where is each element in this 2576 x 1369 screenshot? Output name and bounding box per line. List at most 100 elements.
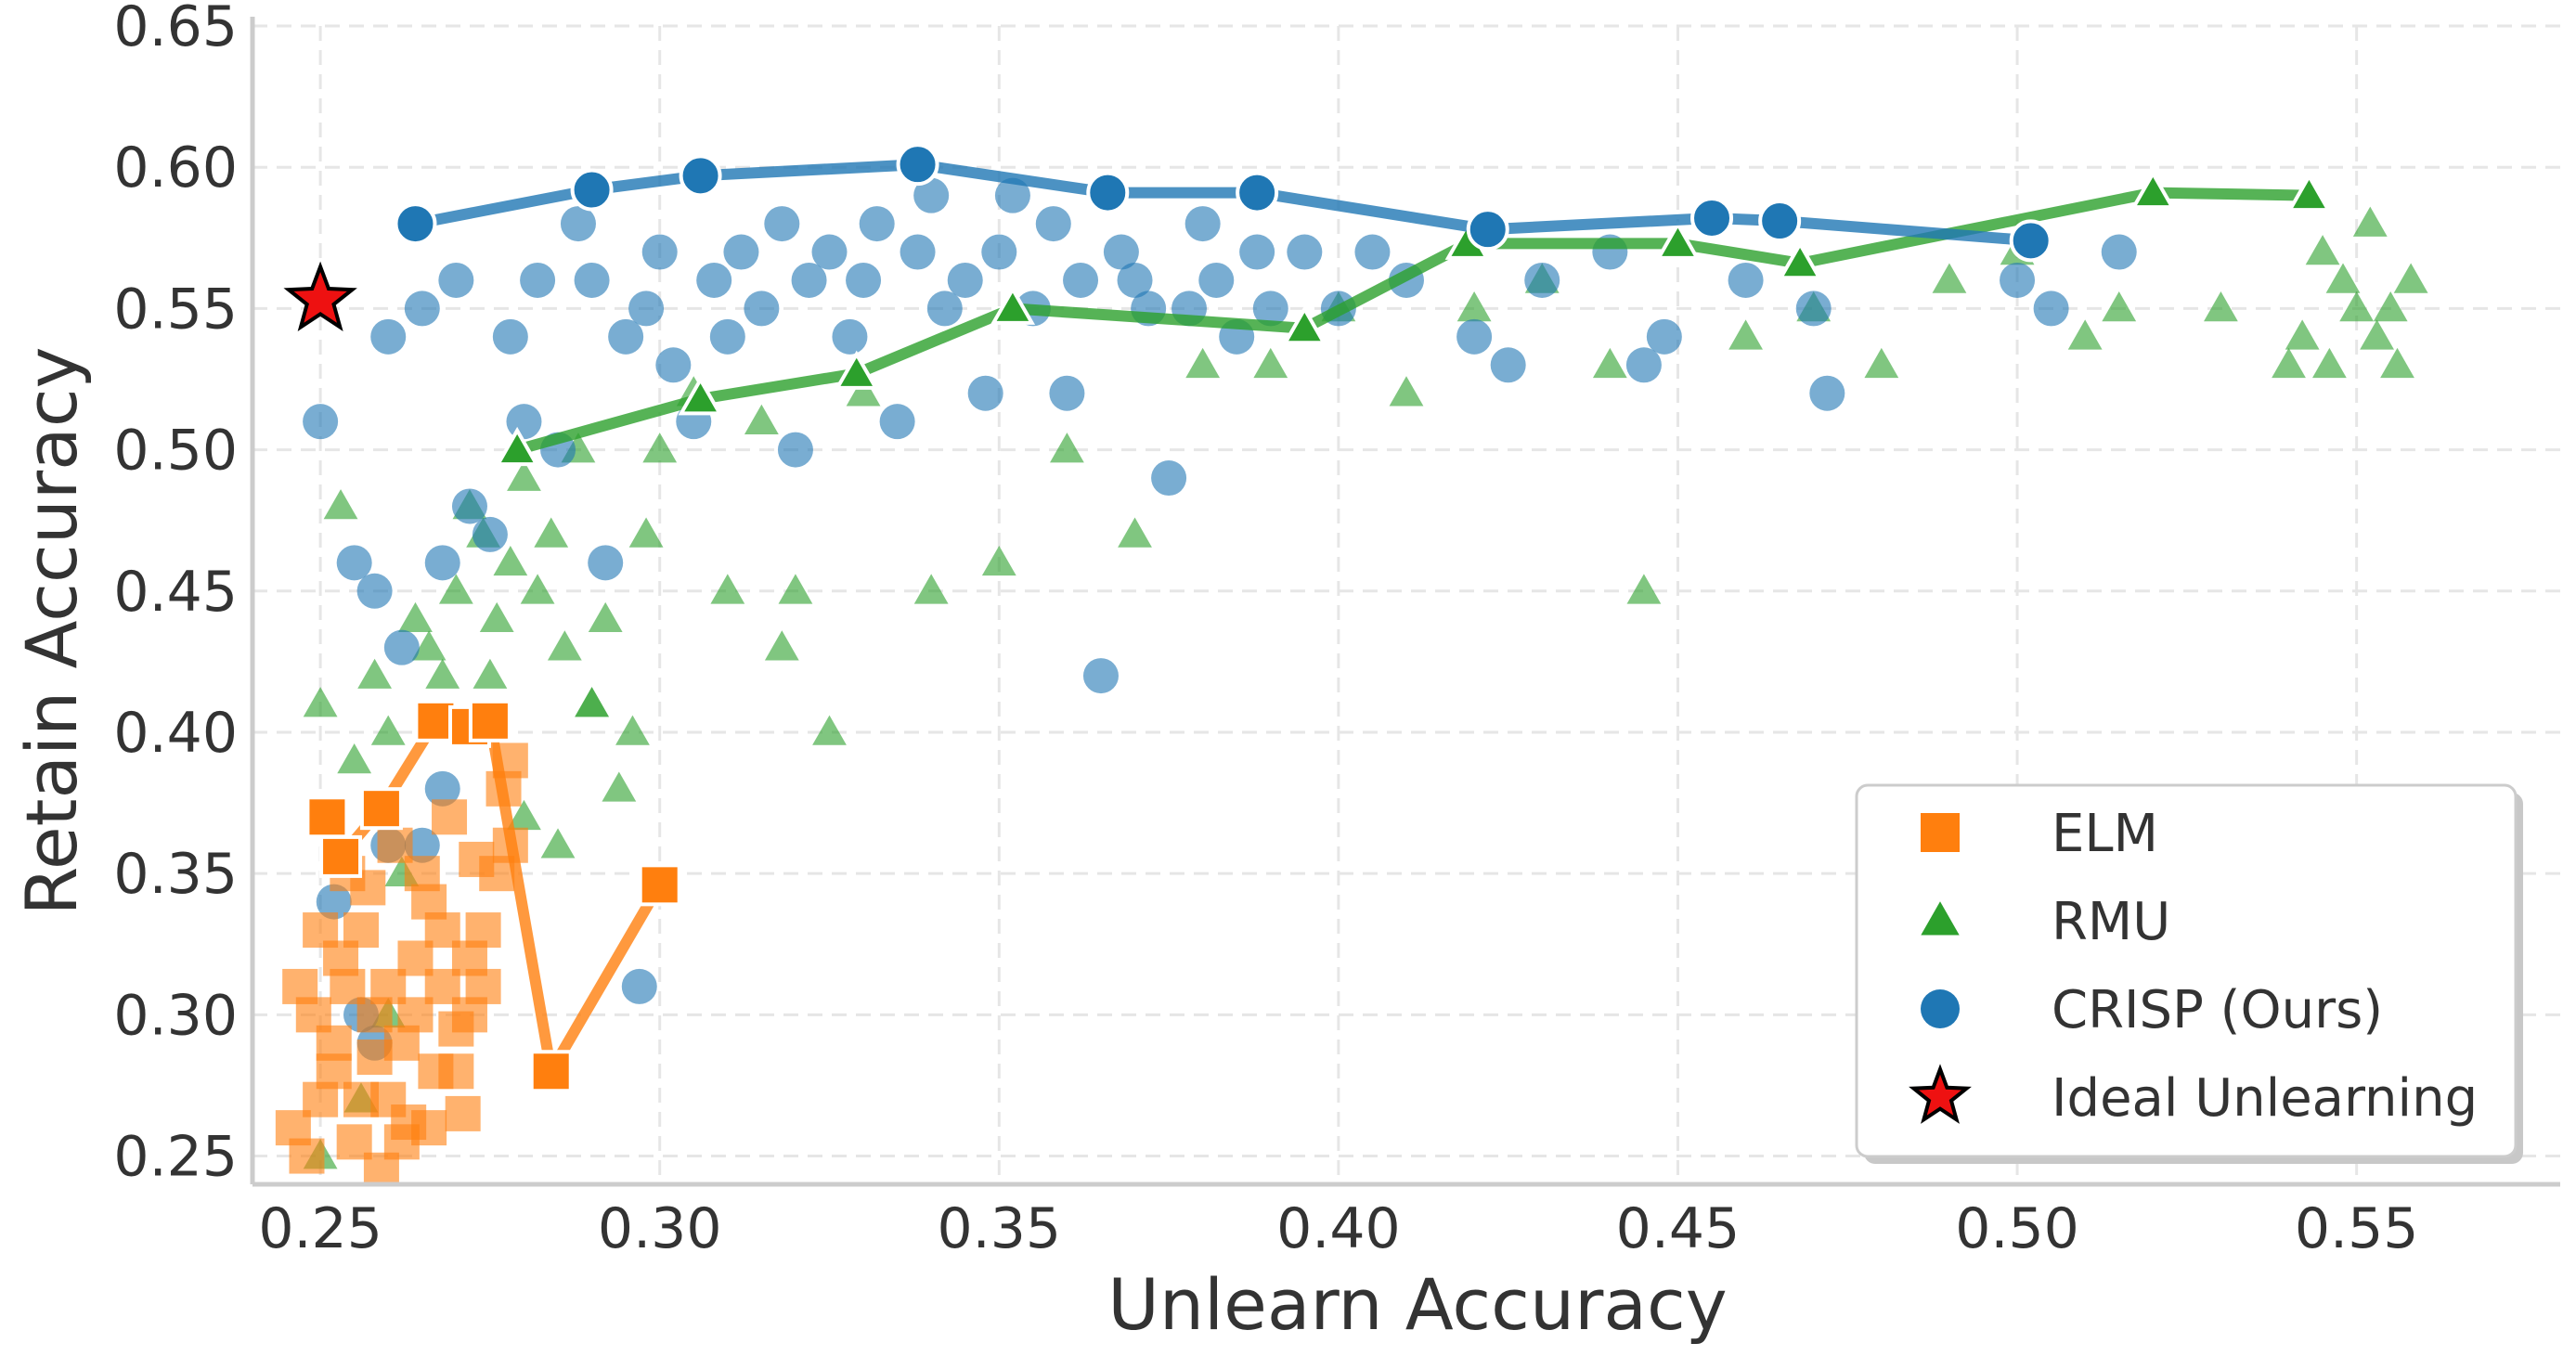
frontier-circle (394, 143, 2052, 263)
frontier-point-circle-5 (1236, 171, 1279, 214)
point-circle-11 (506, 404, 542, 440)
point-triangle-38 (1592, 347, 1627, 379)
legend-label-circle: CRISP (Ours) (2052, 980, 2383, 1040)
point-square-44 (303, 912, 339, 949)
point-triangle-40 (1728, 319, 1763, 350)
plot-area (275, 143, 2428, 1184)
point-triangle-68 (812, 715, 847, 745)
y-tick-label-4: 0.45 (113, 560, 238, 625)
point-circle-39 (981, 234, 1017, 270)
frontier-point-triangle-3 (990, 285, 1036, 325)
point-circle-64 (1625, 347, 1662, 383)
legend-box (1855, 783, 2518, 1158)
frontier-point-triangle-6 (1655, 220, 1701, 260)
point-circle-43 (1049, 375, 1085, 411)
frontier-point-circle-0 (394, 202, 437, 246)
point-circle-51 (1184, 206, 1221, 242)
frontier-point-circle-1 (570, 168, 614, 212)
point-circle-52 (1198, 262, 1235, 298)
point-triangle-27 (846, 376, 881, 407)
point-square-52 (282, 968, 318, 1004)
point-circle-76 (621, 968, 657, 1004)
point-triangle-33 (1253, 347, 1288, 379)
point-circle-7 (438, 262, 474, 298)
point-triangle-14 (507, 460, 541, 491)
frontier-point-triangle-4 (1282, 304, 1327, 345)
point-circle-66 (1728, 262, 1764, 298)
frontier-point-square-7 (638, 863, 681, 907)
series-triangle-points (303, 206, 2428, 1169)
frontier-point-circle-9 (2009, 219, 2052, 263)
point-circle-4 (383, 629, 420, 665)
point-square-49 (438, 1011, 474, 1047)
point-circle-40 (994, 177, 1030, 213)
point-circle-70 (2033, 291, 2069, 327)
legend-items: ELM RMU CRISP (Ours) Ideal Unlearning (1909, 804, 2478, 1129)
point-triangle-64 (540, 828, 576, 859)
legend-marker-square (1921, 813, 1960, 852)
point-circle-77 (404, 827, 440, 863)
frontier-point-triangle-1 (678, 376, 723, 416)
point-triangle-35 (1389, 376, 1424, 407)
point-circle-27 (777, 432, 813, 468)
point-circle-28 (791, 262, 827, 298)
point-circle-18 (628, 291, 665, 327)
legend-item-circle: CRISP (Ours) (1921, 980, 2383, 1040)
legend-marker-star (1909, 1064, 1972, 1124)
x-tick-label-5: 0.50 (1955, 1196, 2079, 1261)
tick-labels: 0.25 0.30 0.35 0.40 0.45 0.50 0.55 0.25 0.30 0.35… (113, 0, 2418, 1261)
y-tick-label-7: 0.60 (113, 136, 238, 200)
frontier-point-circle-7 (1690, 196, 1734, 239)
y-tick-label-1: 0.30 (113, 983, 238, 1048)
point-square-38 (343, 1081, 379, 1117)
point-triangle-58 (2312, 347, 2347, 379)
point-triangle-48 (2272, 347, 2306, 379)
point-triangle-55 (2352, 206, 2388, 237)
point-circle-26 (764, 206, 800, 242)
point-triangle-49 (2305, 235, 2340, 265)
point-circle-31 (846, 262, 882, 298)
point-circle-54 (1239, 234, 1275, 270)
axes (250, 17, 2560, 1187)
y-tick-label-5: 0.50 (113, 419, 238, 484)
point-circle-62 (1524, 262, 1560, 298)
frontier-triangle (495, 169, 2332, 467)
point-triangle-25 (710, 574, 745, 604)
point-triangle-20 (588, 601, 623, 633)
point-triangle-67 (744, 404, 779, 434)
x-axis-label: Unlearn Accuracy (1107, 1263, 1727, 1346)
point-triangle-22 (615, 715, 650, 745)
point-circle-65 (1646, 318, 1682, 355)
point-circle-32 (859, 206, 895, 242)
point-circle-44 (1063, 262, 1099, 298)
legend-label-triangle: RMU (2052, 892, 2170, 952)
point-circle-33 (879, 404, 915, 440)
point-circle-10 (492, 318, 528, 355)
point-square-46 (356, 1040, 393, 1076)
frontier-line-circle (414, 159, 2032, 247)
point-circle-58 (1354, 234, 1391, 270)
y-tick-label-2: 0.35 (113, 842, 238, 907)
point-square-34 (432, 799, 468, 835)
point-circle-46 (1103, 234, 1139, 270)
legend-marker-triangle (1921, 901, 1960, 936)
point-triangle-2 (337, 743, 372, 774)
point-triangle-13 (493, 545, 528, 576)
point-triangle-57 (2285, 319, 2320, 350)
point-triangle-62 (472, 658, 508, 689)
point-circle-22 (696, 262, 732, 298)
point-circle-17 (608, 318, 644, 355)
frontier-point-circle-3 (896, 143, 939, 187)
point-triangle-45 (2067, 319, 2103, 350)
point-circle-61 (1490, 347, 1526, 383)
point-triangle-3 (357, 658, 393, 689)
x-tick-label-6: 0.55 (2295, 1196, 2419, 1261)
point-triangle-56 (2373, 291, 2408, 322)
point-circle-25 (744, 291, 780, 327)
point-triangle-39 (1626, 574, 1662, 604)
point-triangle-23 (628, 517, 664, 548)
series-layer (275, 143, 2428, 1184)
point-circle-0 (303, 404, 339, 440)
legend-label-square: ELM (2052, 804, 2158, 864)
